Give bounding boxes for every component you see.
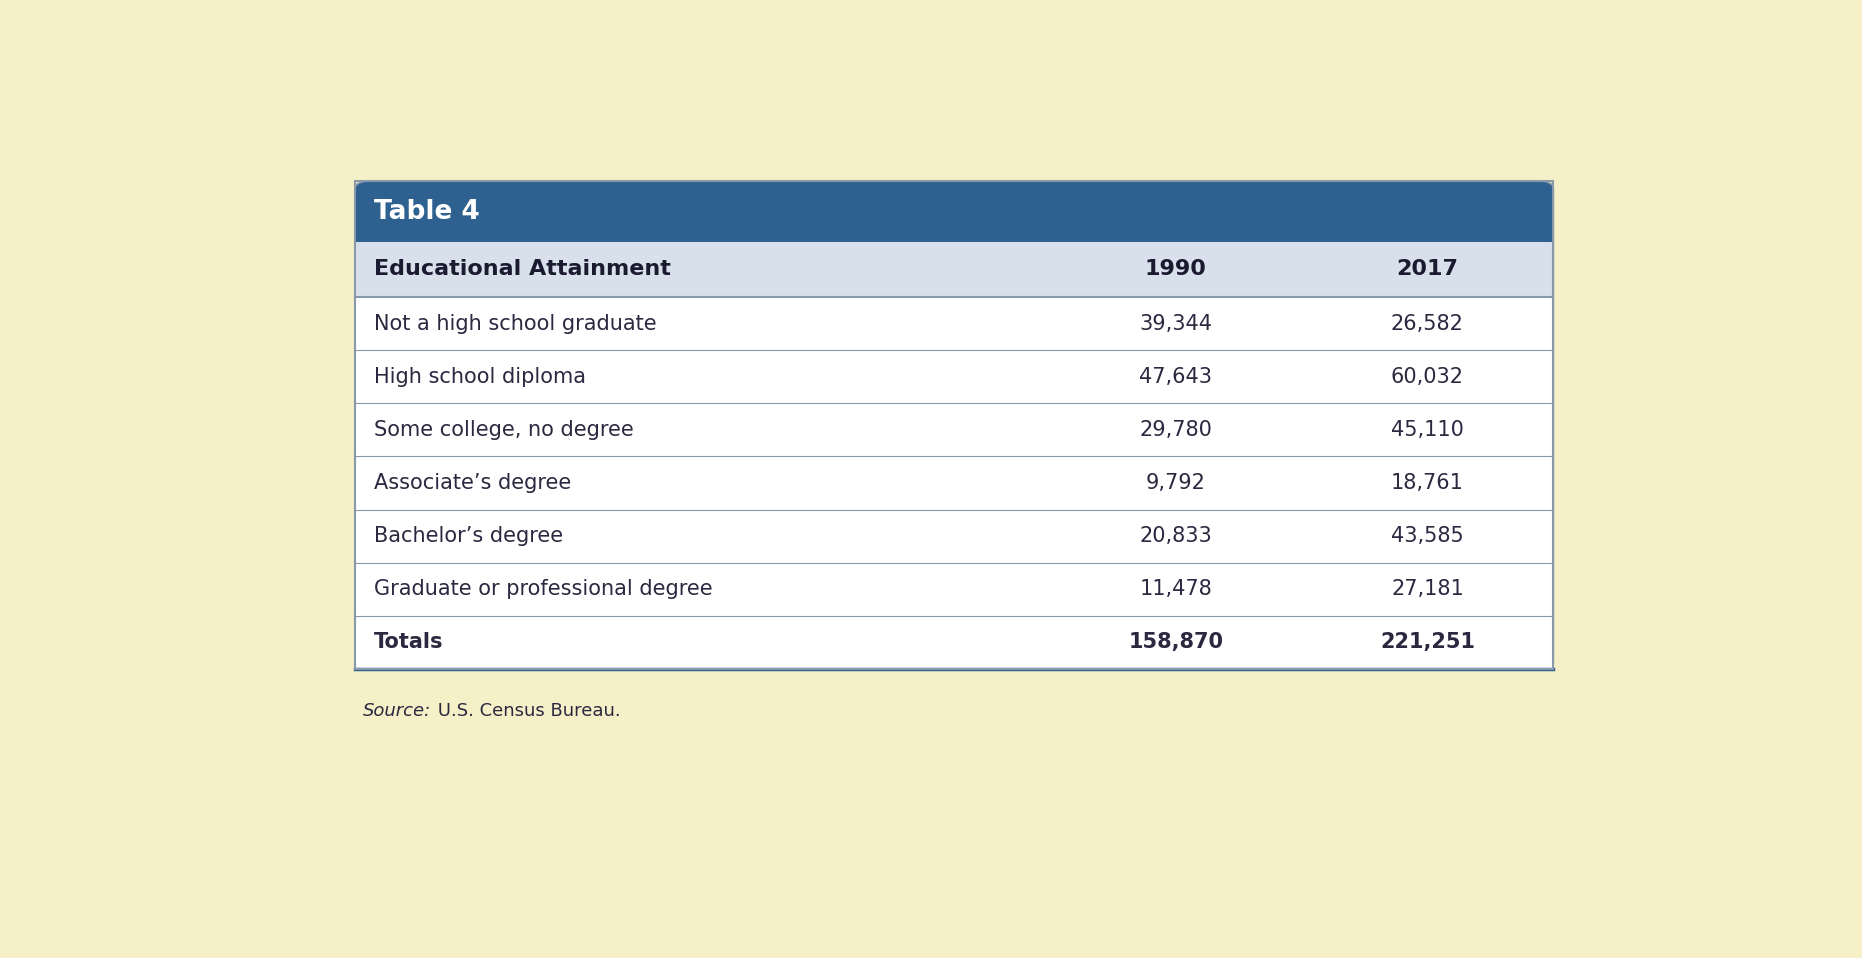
Text: 2017: 2017 xyxy=(1396,260,1458,280)
Text: 158,870: 158,870 xyxy=(1128,632,1223,652)
Bar xyxy=(356,351,1553,403)
Bar xyxy=(356,510,1553,562)
Text: Bachelor’s degree: Bachelor’s degree xyxy=(374,526,564,546)
Text: 221,251: 221,251 xyxy=(1380,632,1475,652)
Text: 45,110: 45,110 xyxy=(1391,420,1464,440)
Bar xyxy=(356,241,1553,297)
Text: Table 4: Table 4 xyxy=(374,198,480,224)
FancyBboxPatch shape xyxy=(356,181,1553,241)
Bar xyxy=(356,403,1553,457)
Text: U.S. Census Bureau.: U.S. Census Bureau. xyxy=(432,702,620,720)
Text: 1990: 1990 xyxy=(1145,260,1207,280)
Text: 60,032: 60,032 xyxy=(1391,367,1464,387)
Text: Associate’s degree: Associate’s degree xyxy=(374,473,572,493)
Text: Source:: Source: xyxy=(363,702,430,720)
Text: Not a high school graduate: Not a high school graduate xyxy=(374,313,657,333)
Text: 9,792: 9,792 xyxy=(1145,473,1207,493)
Bar xyxy=(356,297,1553,351)
Text: 43,585: 43,585 xyxy=(1391,526,1464,546)
Bar xyxy=(356,457,1553,510)
Text: 27,181: 27,181 xyxy=(1391,580,1464,600)
FancyBboxPatch shape xyxy=(356,181,1553,669)
Bar xyxy=(356,220,1553,241)
Text: 18,761: 18,761 xyxy=(1391,473,1464,493)
Text: 20,833: 20,833 xyxy=(1140,526,1212,546)
Text: Educational Attainment: Educational Attainment xyxy=(374,260,670,280)
Text: High school diploma: High school diploma xyxy=(374,367,587,387)
Text: 39,344: 39,344 xyxy=(1140,313,1212,333)
Text: Some college, no degree: Some college, no degree xyxy=(374,420,633,440)
Text: 47,643: 47,643 xyxy=(1140,367,1212,387)
Text: 26,582: 26,582 xyxy=(1391,313,1464,333)
Text: Graduate or professional degree: Graduate or professional degree xyxy=(374,580,713,600)
Text: 29,780: 29,780 xyxy=(1140,420,1212,440)
Text: 11,478: 11,478 xyxy=(1140,580,1212,600)
Bar xyxy=(356,562,1553,616)
Bar xyxy=(356,616,1553,669)
Text: Totals: Totals xyxy=(374,632,443,652)
